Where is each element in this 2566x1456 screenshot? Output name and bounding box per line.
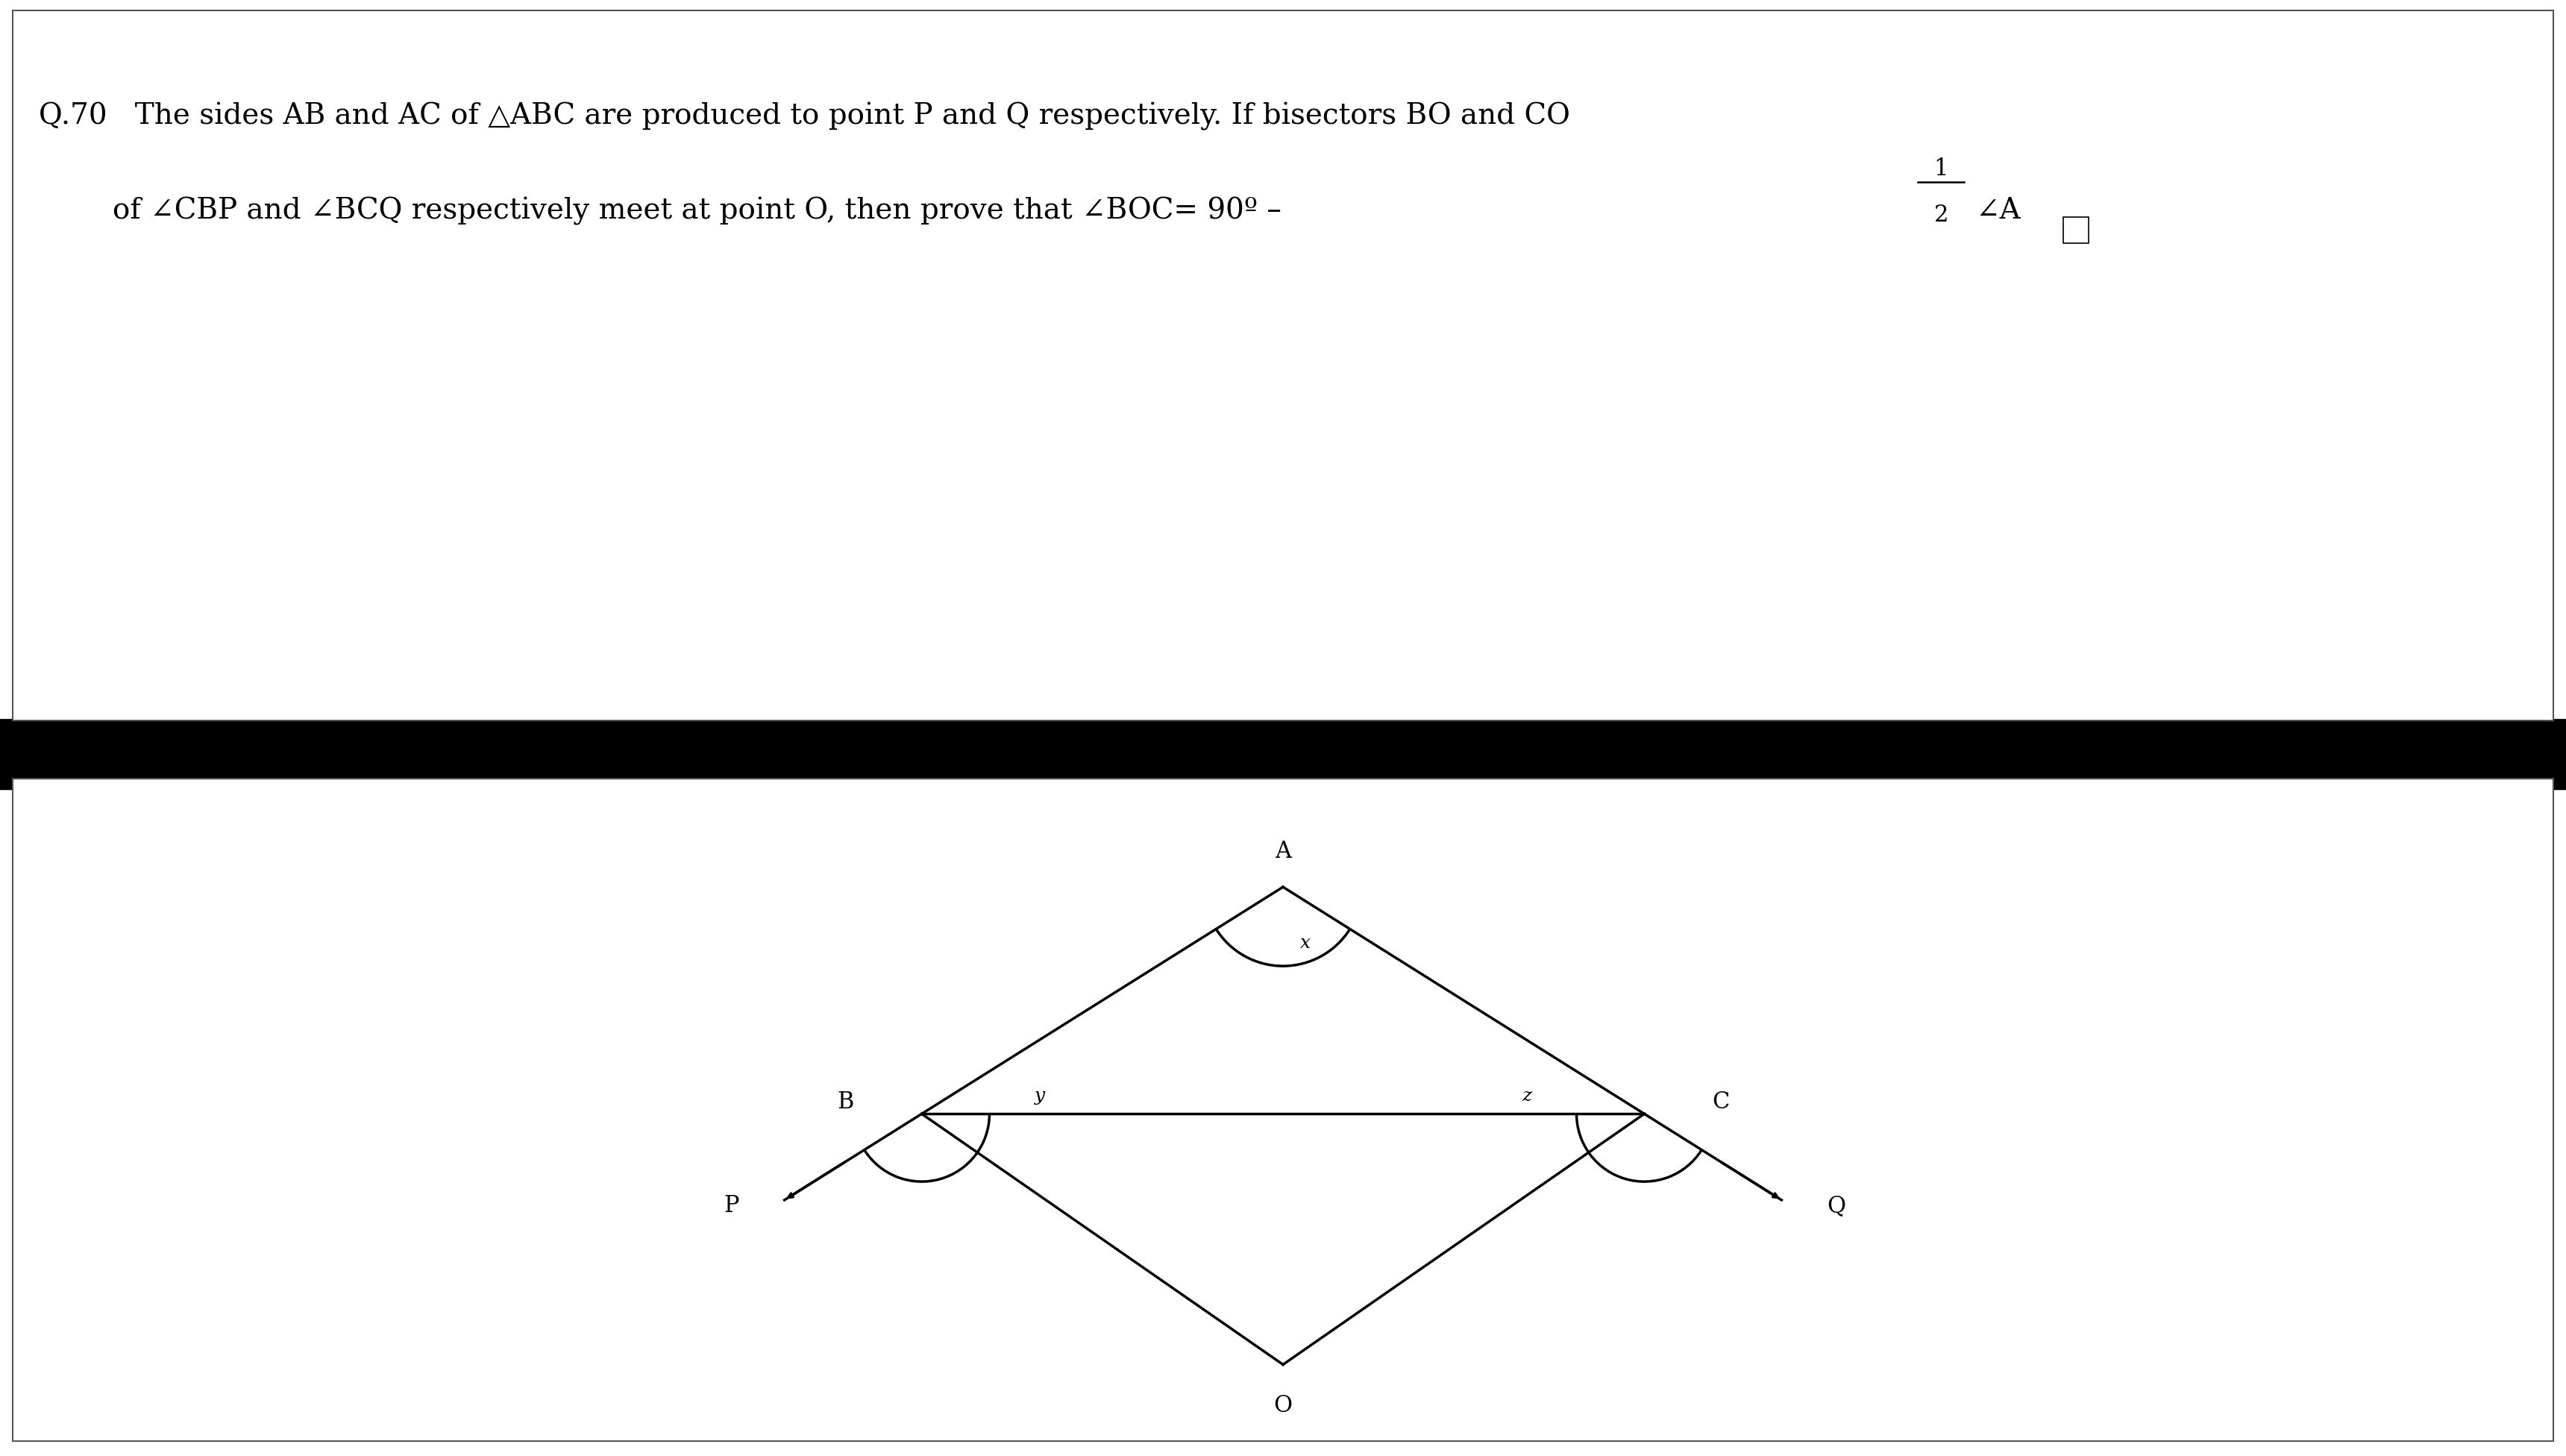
Text: C: C bbox=[1712, 1091, 1729, 1114]
Text: ∠A: ∠A bbox=[1976, 197, 2022, 224]
Text: O: O bbox=[1273, 1395, 1293, 1418]
Text: x: x bbox=[1301, 935, 1311, 952]
Text: 2: 2 bbox=[1935, 204, 1948, 227]
Text: z: z bbox=[1522, 1088, 1532, 1105]
Text: Q.70   The sides AB and AC of △ABC are produced to point P and Q respectively. I: Q.70 The sides AB and AC of △ABC are pro… bbox=[38, 102, 1570, 130]
Text: 1: 1 bbox=[1935, 157, 1948, 181]
Text: y: y bbox=[1034, 1088, 1044, 1105]
Bar bbox=[13, 779, 2553, 1441]
Text: of ∠CBP and ∠BCQ respectively meet at point O, then prove that ∠BOC= 90º –: of ∠CBP and ∠BCQ respectively meet at po… bbox=[38, 197, 1291, 224]
Bar bbox=[0, 719, 2566, 789]
Text: Q: Q bbox=[1827, 1194, 1845, 1217]
Bar bbox=[2063, 217, 2089, 243]
Text: P: P bbox=[724, 1194, 739, 1217]
Text: A: A bbox=[1275, 840, 1291, 863]
Bar bbox=[13, 10, 2553, 721]
Text: B: B bbox=[837, 1091, 854, 1114]
